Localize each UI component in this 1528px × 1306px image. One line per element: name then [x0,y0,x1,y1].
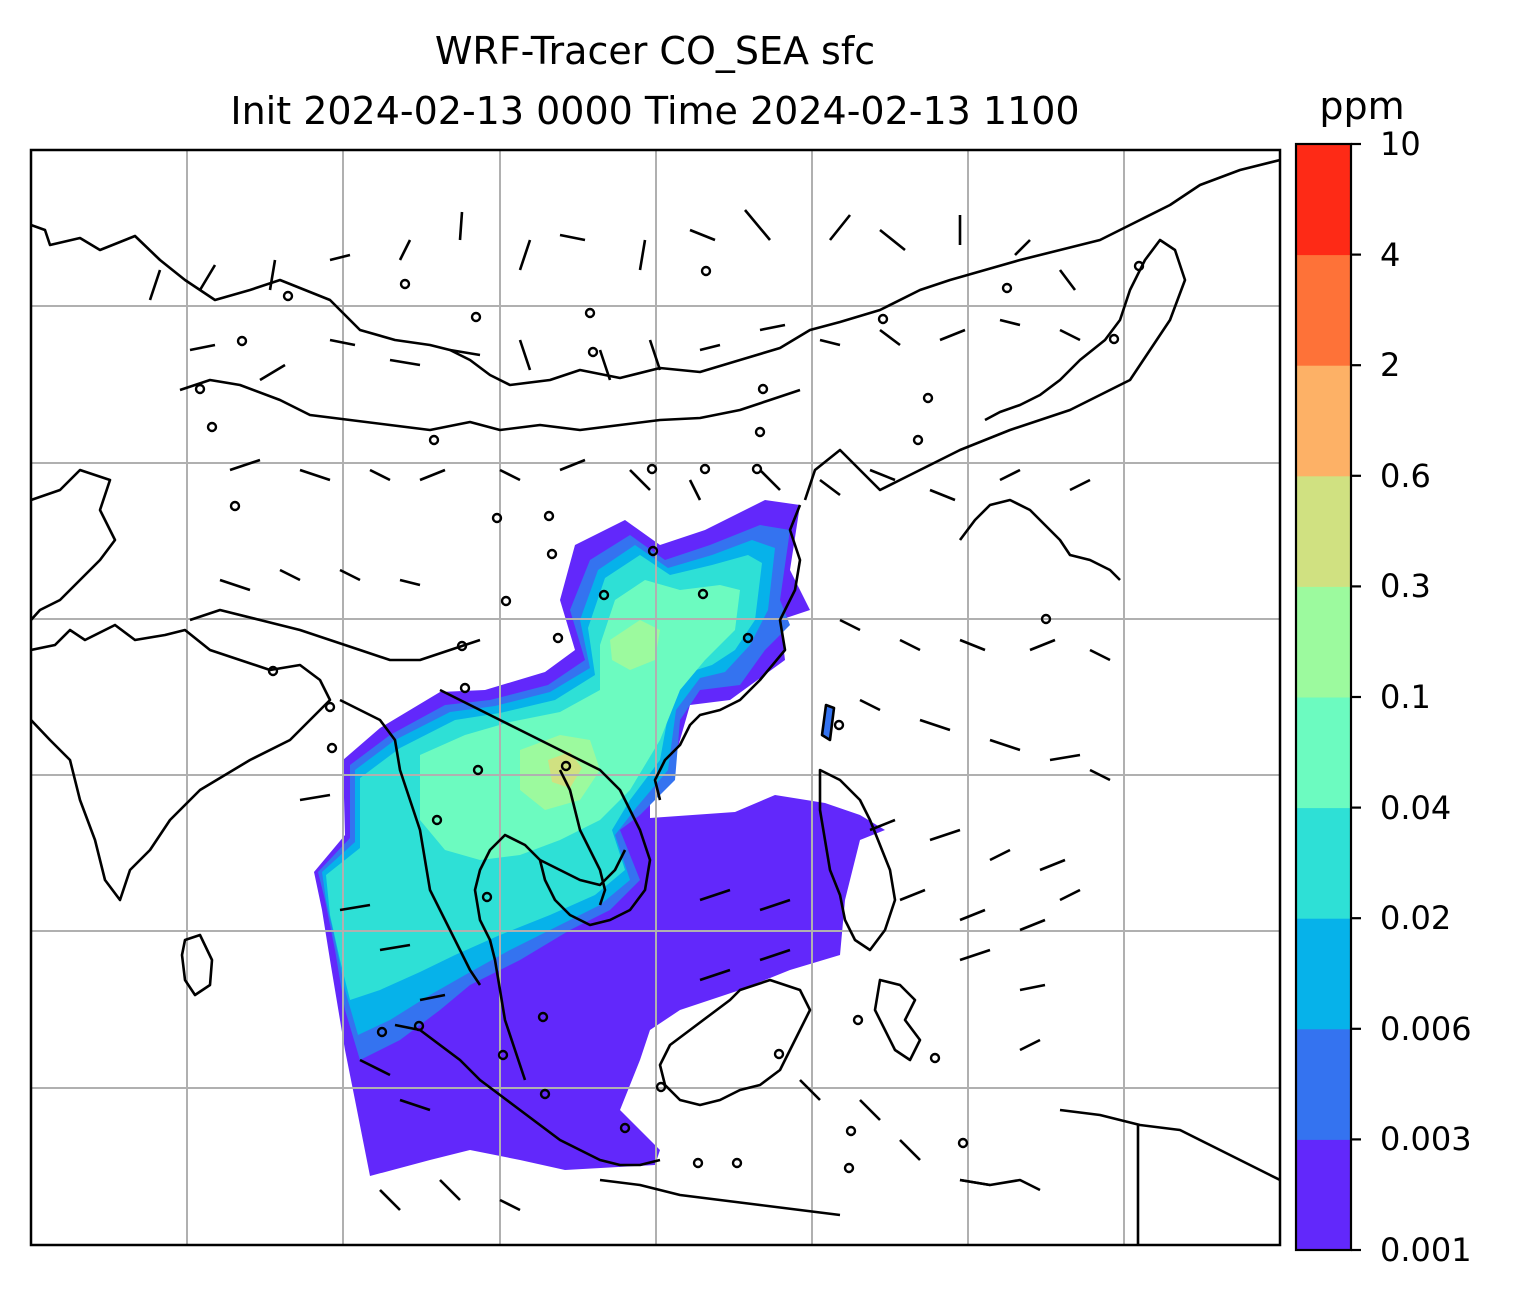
colorbar-tick-label: 0.3 [1380,567,1431,606]
colorbar-segment [1296,475,1351,587]
coast-indochina [439,688,652,1081]
colorbar-segment [1296,807,1351,919]
coast-java [599,1178,841,1217]
coast-india [31,623,332,902]
colorbar-segment [1296,144,1351,256]
coast-asia-north [31,158,1280,387]
coast-china-south [653,504,802,801]
colorbar-tick-label: 0.001 [1380,1231,1472,1269]
colorbar-segment [1296,1028,1351,1140]
colorbar-tick-label: 4 [1380,235,1401,274]
colorbar [1294,142,1361,1252]
colorbar-tick-label: 0.003 [1380,1120,1472,1159]
coast-borneo [658,978,812,1107]
coast-korea [958,498,1121,581]
colorbar-tick-label: 0.1 [1380,678,1431,716]
coast-srilanka [180,933,214,997]
map-frame [29,148,1282,1247]
colorbar-segment [1296,254,1351,366]
wind-barbs [148,209,1111,1212]
colorbar-tick-label: 0.006 [1380,1009,1472,1048]
tracer-level-0.1 [610,620,660,670]
coast-himalaya [179,378,801,432]
colorbar-tick-label: 0.04 [1380,788,1452,827]
coast-philippines [818,768,897,952]
coast-india-north [31,468,117,621]
coast-china-east [803,238,1187,501]
colorbar-segment [1296,1139,1351,1251]
map-gridlines [31,150,1280,1245]
coast-sumatra [394,1023,661,1167]
colorbar-segment [1296,697,1351,809]
colorbar-unit-label: ppm [1319,84,1405,128]
colorbar-segment [1296,586,1351,698]
chart-subtitle: Init 2024-02-13 0000 Time 2024-02-13 110… [230,89,1080,133]
coast-taiwan [820,703,836,742]
tracer-concentration-field [314,500,885,1176]
colorbar-tick-label: 10 [1380,125,1421,163]
coast-sulawesi [873,978,922,1062]
colorbar-segment [1296,918,1351,1030]
colorbar-tick-label: 0.6 [1380,456,1431,495]
colorbar-tick-label: 2 [1380,346,1401,385]
chart-title: WRF-Tracer CO_SEA sfc [434,29,876,73]
coast-myanmar [339,698,482,986]
coast-newguinea [1059,1108,1280,1182]
coast-vietnam-inner [539,849,627,887]
coast-tibet [189,608,481,662]
colorbar-segment [1296,365,1351,477]
coastlines [31,158,1280,1245]
coast-thailand-gulf [558,769,607,906]
calm-markers [194,260,1145,1174]
colorbar-tick-label: 0.02 [1380,899,1452,938]
